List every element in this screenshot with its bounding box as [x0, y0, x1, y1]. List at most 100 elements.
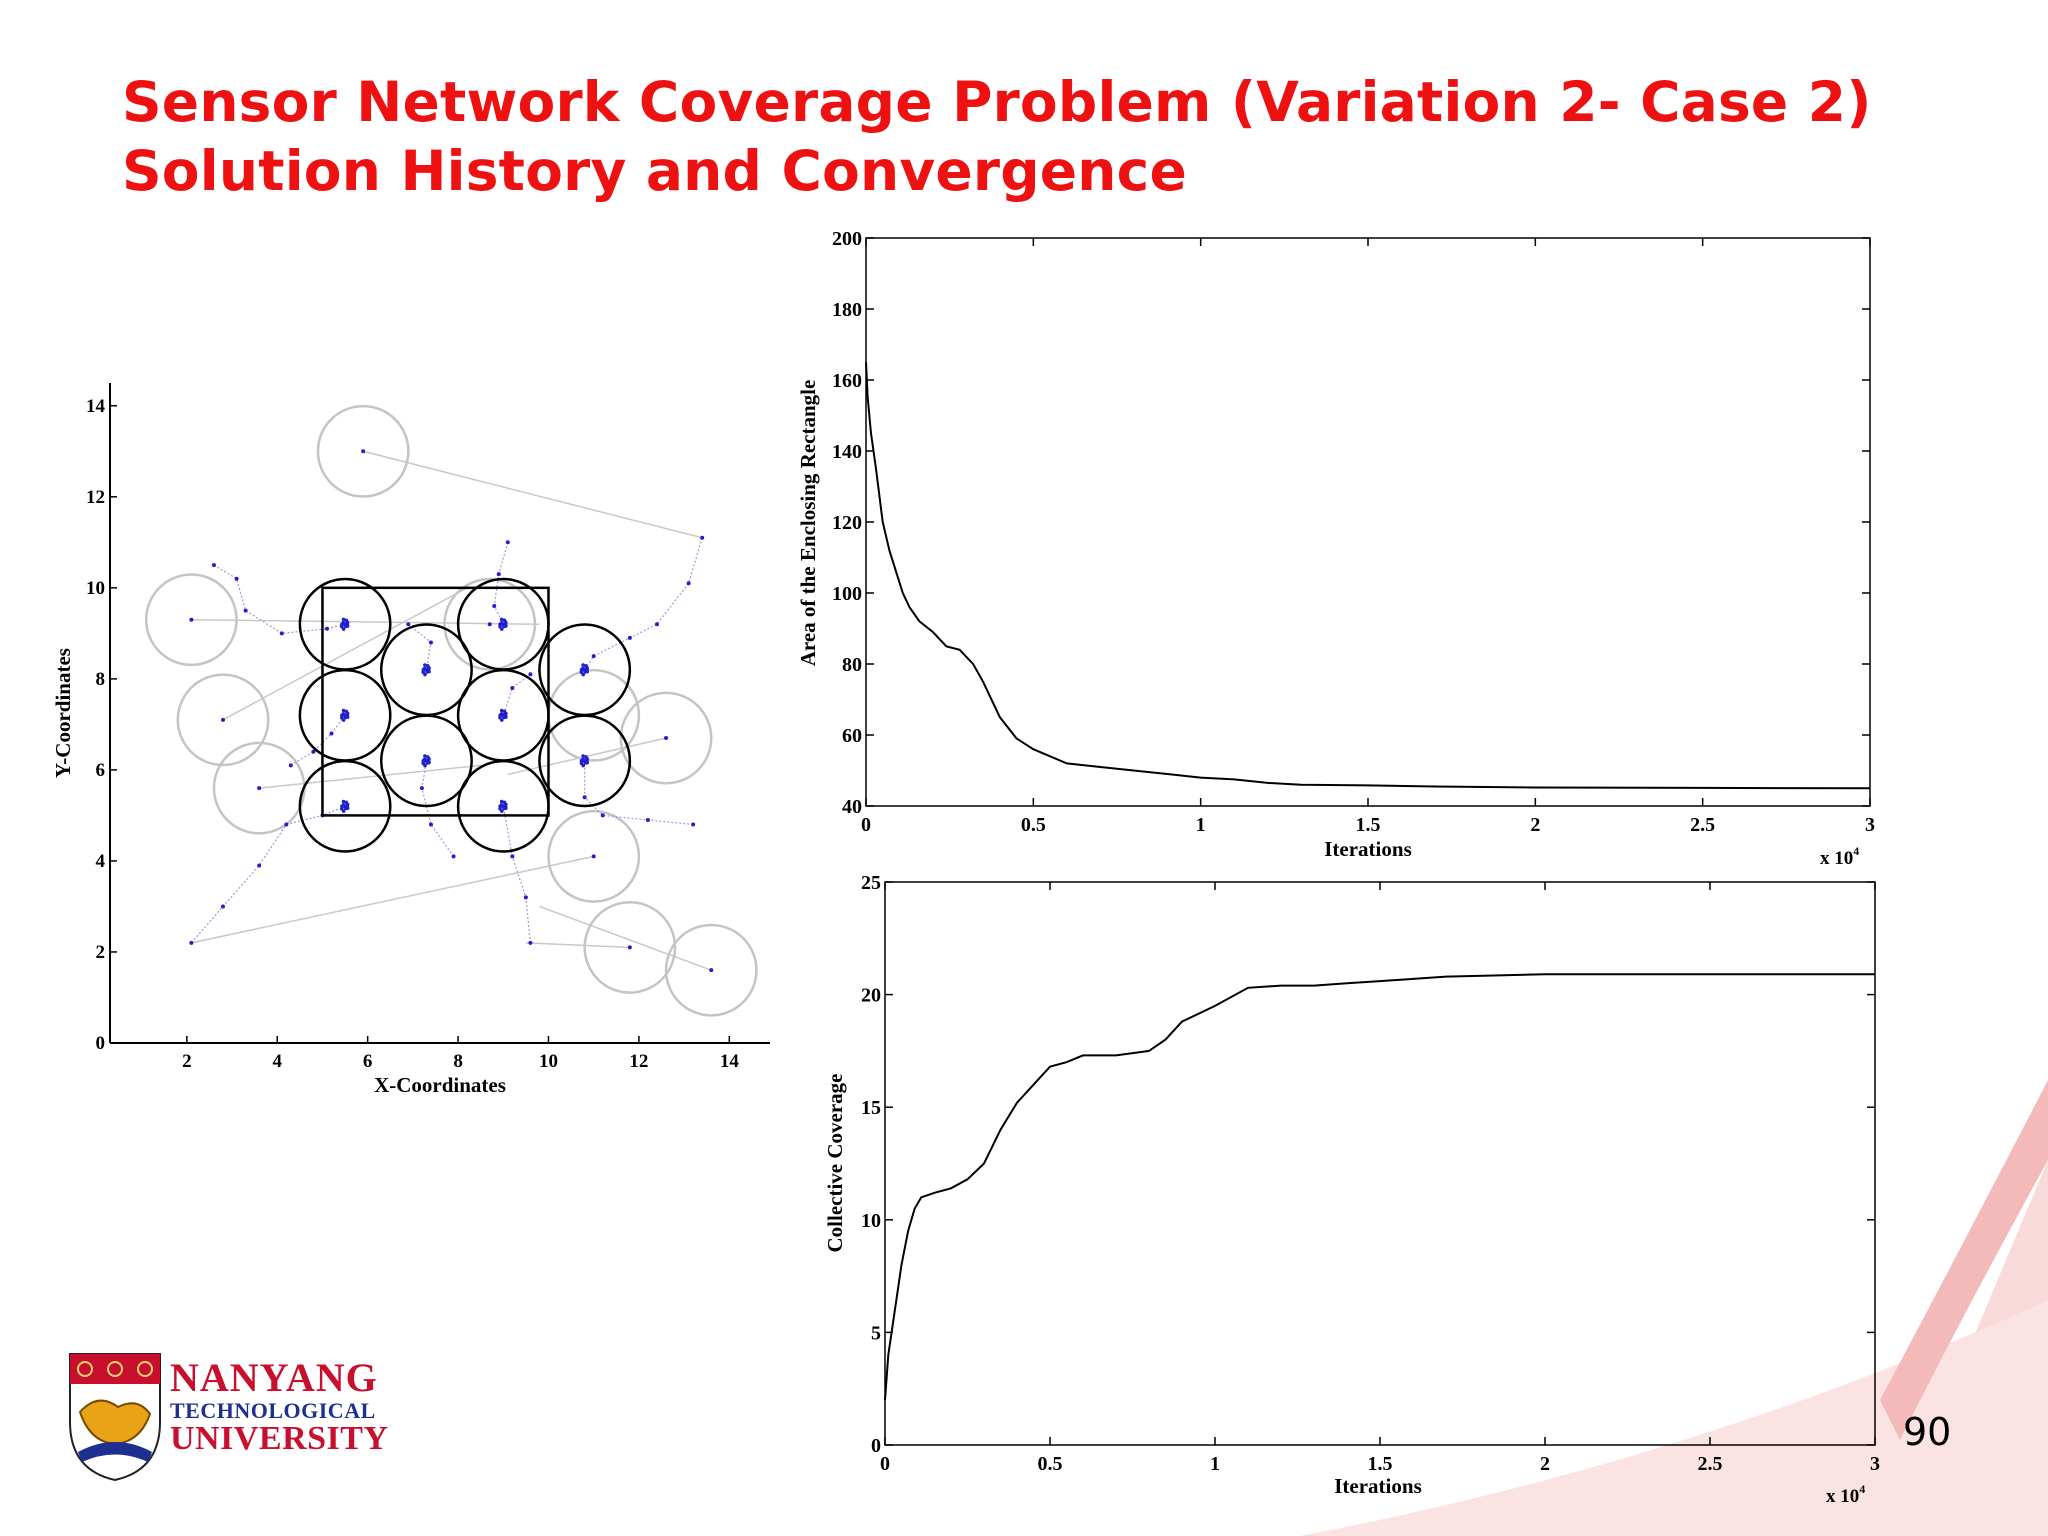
area-x-label: Iterations — [1324, 837, 1412, 861]
initial-sensor-circle — [583, 900, 677, 994]
sensor-trail-point — [329, 731, 334, 736]
initial-sensor-point — [709, 968, 714, 973]
initial-sensor-circle — [144, 573, 238, 667]
coverage-x-tick-label: 1.5 — [1368, 1453, 1393, 1475]
sensor-move-line — [539, 905, 712, 971]
final-sensor-point — [344, 618, 349, 623]
final-sensor-point — [345, 715, 350, 719]
final-sensor-point — [581, 672, 585, 677]
final-sensor-point — [581, 663, 585, 667]
initial-sensor-point — [361, 449, 366, 454]
logo-text-line3: UNIVERSITY — [170, 1420, 389, 1457]
sensor-move-line — [191, 618, 540, 625]
sensor-trail-point — [523, 895, 528, 900]
final-sensor-point — [427, 760, 431, 765]
sensor-x-tick-label: 14 — [720, 1051, 740, 1072]
sensor-trail-point — [700, 535, 705, 540]
sensor-trail-point — [645, 817, 650, 822]
final-sensor-point — [344, 709, 349, 714]
final-sensor-point — [504, 715, 508, 719]
sensor-trail-point — [234, 576, 239, 581]
sensor-trail-point — [451, 854, 456, 859]
sensor-trail-point — [211, 563, 216, 568]
area-y-tick-label: 180 — [832, 299, 862, 321]
final-sensor-point — [584, 755, 588, 759]
final-sensor-circle — [379, 714, 473, 808]
sensor-trail-point — [600, 813, 605, 818]
initial-sensor-point — [257, 786, 262, 791]
page-number: 90 — [1903, 1410, 1952, 1454]
logo-text-line1: NANYANG — [170, 1355, 378, 1400]
sensor-trail-line — [290, 714, 346, 766]
sensor-y-tick-label: 8 — [96, 669, 106, 690]
area-x-tick-label: 0.5 — [1021, 814, 1046, 836]
sensor-y-tick-label: 12 — [86, 487, 105, 508]
coverage-x-tick-label: 0 — [880, 1453, 890, 1475]
sensor-move-line — [191, 855, 594, 944]
sensor-trail-point — [510, 685, 515, 690]
sensor-y-tick-label: 10 — [86, 578, 105, 599]
sensor-trail-point — [311, 749, 316, 754]
sensor-trail-line — [190, 805, 346, 944]
coverage-x-label: Iterations — [1334, 1474, 1422, 1498]
area-series-line — [865, 362, 1871, 790]
coverage-x-tick-label: 3 — [1870, 1453, 1880, 1475]
initial-sensor-point — [487, 622, 492, 627]
slide-title: Sensor Network Coverage Problem (Variati… — [122, 68, 1872, 206]
final-sensor-point — [581, 763, 585, 768]
final-sensor-circle — [538, 714, 632, 808]
sensor-trail-point — [528, 672, 533, 677]
final-sensor-circle — [298, 759, 392, 853]
area-y-tick-label: 120 — [832, 512, 862, 534]
sensor-trail-point — [279, 631, 284, 636]
sensor-x-tick-label: 6 — [363, 1051, 373, 1072]
sensor-x-tick-label: 8 — [453, 1051, 463, 1072]
coverage-x-tick-label: 1 — [1210, 1453, 1220, 1475]
area-y-tick-label: 40 — [842, 796, 862, 818]
final-sensor-point — [341, 627, 346, 631]
final-sensor-point — [504, 624, 508, 628]
final-sensor-circle — [456, 759, 550, 853]
sensor-y-tick-label: 0 — [96, 1033, 106, 1054]
area-x-tick-label: 3 — [1865, 814, 1875, 836]
coverage-x-tick-label: 2.5 — [1698, 1453, 1723, 1475]
initial-sensor-point — [591, 854, 596, 859]
final-sensor-point — [502, 800, 507, 805]
sensor-trail-point — [189, 940, 194, 945]
sensor-trail-point — [406, 622, 411, 627]
final-sensor-point — [584, 664, 588, 668]
initial-sensor-circle — [664, 923, 758, 1017]
sensor-move-line — [362, 450, 703, 539]
final-sensor-point — [500, 718, 504, 722]
sensor-trail-point — [582, 795, 587, 800]
area-x-tick-label: 2.5 — [1690, 814, 1715, 836]
initial-sensor-point — [189, 617, 194, 622]
initial-sensor-circle — [176, 673, 270, 767]
final-sensor-point — [500, 809, 504, 813]
area-y-tick-label: 200 — [832, 228, 862, 250]
sensor-y-tick-label: 4 — [96, 851, 106, 872]
final-sensor-point — [427, 669, 431, 674]
final-sensor-point — [341, 809, 346, 813]
final-sensor-point — [499, 799, 504, 804]
final-sensor-point — [341, 718, 346, 722]
sensor-x-label: X-Coordinates — [374, 1073, 506, 1097]
coverage-x-multiplier-exponent: 4 — [1859, 1482, 1865, 1496]
enclosing-rectangle — [321, 586, 550, 817]
area-y-tick-label: 80 — [842, 654, 862, 676]
sensor-trail-point — [428, 822, 433, 827]
sensor-trail-line — [213, 564, 346, 634]
initial-sensor-point — [627, 945, 632, 950]
final-sensor-point — [341, 617, 346, 622]
sensor-trail-point — [284, 822, 289, 827]
coverage-y-tick-label: 0 — [871, 1435, 881, 1457]
sensor-trail-line — [502, 673, 531, 716]
sensor-y-label: Y-Coordinates — [51, 648, 75, 778]
sensor-trail-point — [221, 904, 226, 909]
logo-text-line2: TECHNOLOGICAL — [170, 1398, 376, 1423]
area-x-multiplier-exponent: 4 — [1853, 844, 1859, 858]
sensor-move-line — [259, 764, 481, 789]
sensor-move-line — [525, 942, 630, 949]
